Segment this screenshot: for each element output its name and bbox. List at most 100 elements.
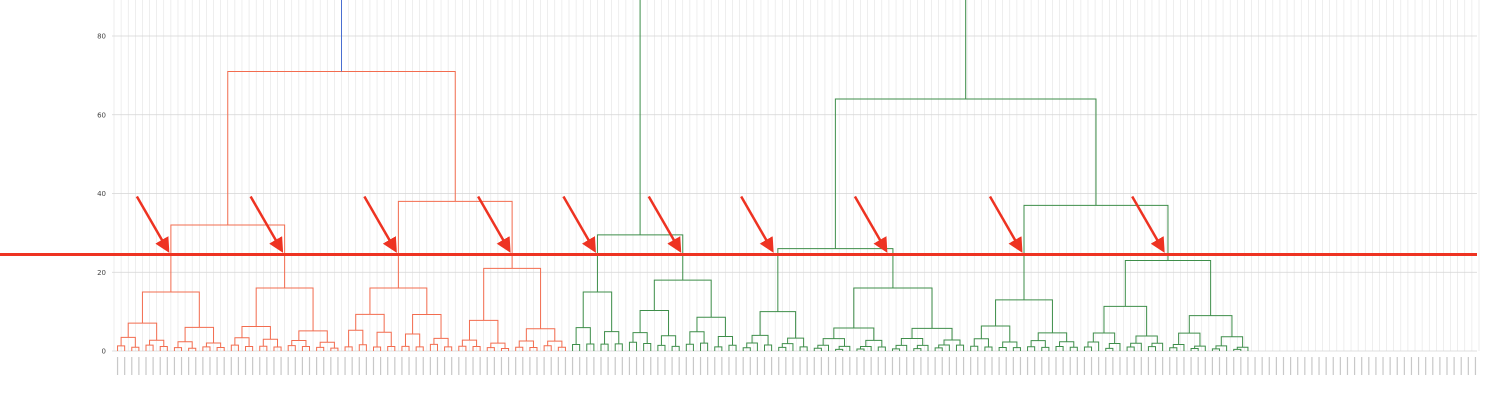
leaf-label-mark xyxy=(728,357,730,375)
leaf-label-mark xyxy=(479,357,481,375)
arrow-annotation xyxy=(363,195,397,253)
leaf-label-mark xyxy=(1311,357,1313,375)
y-tick-label: 20 xyxy=(97,269,106,277)
leaf-label-mark xyxy=(842,357,844,375)
leaf-label-mark xyxy=(906,357,908,375)
leaf-label-mark xyxy=(131,357,133,375)
dendrogram-link xyxy=(1169,347,1178,351)
leaf-label-mark xyxy=(138,357,140,375)
dendrogram-link xyxy=(483,267,542,329)
leaf-label-mark xyxy=(1090,357,1093,375)
leaf-label-mark xyxy=(1474,357,1477,375)
leaf-label-mark xyxy=(1240,357,1242,375)
leaf-label-mark xyxy=(1062,357,1064,375)
dendrogram-link xyxy=(838,345,851,351)
dendrogram-link xyxy=(943,339,961,346)
leaf-label-mark xyxy=(1403,357,1405,375)
dendrogram-link xyxy=(500,347,510,351)
leaf-label-mark xyxy=(1119,357,1121,375)
leaf-label-mark xyxy=(507,357,510,375)
leaf-label-mark xyxy=(721,357,723,375)
leaf-label-mark xyxy=(209,357,211,375)
leaf-label-mark xyxy=(756,357,758,375)
dendrogram-link xyxy=(291,340,307,347)
leaf-label-mark xyxy=(1346,357,1349,375)
dendrogram-link xyxy=(117,345,126,351)
leaf-label-mark xyxy=(287,357,289,375)
leaf-label-mark xyxy=(941,357,943,375)
dendrogram-link xyxy=(1108,343,1121,351)
leaf-label-mark xyxy=(365,357,367,375)
dendrogram-link xyxy=(995,299,1053,333)
leaf-label-mark xyxy=(571,357,574,375)
leaf-label-mark xyxy=(1332,357,1334,375)
leaf-label-mark xyxy=(1247,357,1249,375)
dendrogram-link xyxy=(1194,345,1206,351)
leaf-label-mark xyxy=(1460,357,1462,375)
dendrogram-link xyxy=(628,341,638,351)
leaf-label-mark xyxy=(472,357,474,375)
leaf-label-mark xyxy=(294,357,296,375)
leaf-label-mark xyxy=(977,357,979,375)
y-axis: 0 20 40 60 80 xyxy=(97,33,106,356)
leaf-label-mark xyxy=(827,357,830,375)
leaf-label-mark xyxy=(259,357,261,375)
leaf-label-mark xyxy=(330,357,332,375)
dendrogram-link xyxy=(159,345,168,351)
leaf-label-mark xyxy=(806,357,808,375)
leaf-label-mark xyxy=(778,357,780,375)
leaf-label-mark xyxy=(1105,357,1107,375)
leaf-label-mark xyxy=(1183,357,1185,375)
y-tick-label: 60 xyxy=(97,111,106,119)
leaf-label-mark xyxy=(486,357,488,375)
leaf-label-mark xyxy=(671,357,673,375)
dendrogram-link xyxy=(1087,341,1100,351)
dendrogram-link xyxy=(486,347,495,351)
dendrogram-link xyxy=(177,341,193,349)
leaf-label-mark xyxy=(1034,357,1036,375)
dendrogram-link xyxy=(660,335,677,347)
leaf-label-mark xyxy=(237,357,240,375)
dendrogram-link xyxy=(444,346,453,351)
leaf-label-mark xyxy=(1218,357,1221,375)
dendrogram-link xyxy=(184,326,215,343)
leaf-label-mark xyxy=(230,357,232,375)
arrow-annotation xyxy=(853,195,888,253)
dendrogram-link xyxy=(1135,335,1158,344)
leaf-label-mark xyxy=(1083,357,1086,375)
leaf-label-mark xyxy=(1026,357,1029,375)
leaf-label-mark xyxy=(252,357,254,375)
leaf-label-mark xyxy=(884,357,886,375)
leaf-label-mark xyxy=(927,357,929,375)
leaf-label-mark xyxy=(422,357,424,375)
dendrogram-link xyxy=(127,322,158,341)
arrow-annotation xyxy=(647,195,682,253)
dendrogram-link xyxy=(787,337,805,347)
dendrogram-link xyxy=(241,326,271,340)
leaf-label-mark xyxy=(579,357,581,375)
leaf-label-mark xyxy=(1396,357,1398,375)
dendrogram-link xyxy=(751,334,769,346)
leaf-label-mark xyxy=(244,357,247,375)
leaf-label-mark xyxy=(1005,357,1007,375)
dendrogram-link xyxy=(1030,340,1046,348)
leaf-label-mark xyxy=(685,357,687,375)
leaf-label-mark xyxy=(557,357,559,375)
leaf-label-mark xyxy=(621,357,623,375)
dendrogram-link xyxy=(696,316,726,337)
dendrogram-link xyxy=(685,343,694,351)
leaf-label-mark xyxy=(1154,357,1157,375)
dendrogram-link xyxy=(764,344,773,351)
leaf-label-mark xyxy=(308,357,311,375)
leaf-label-mark xyxy=(891,357,894,375)
dendrogram-links xyxy=(117,0,1249,351)
dendrogram-link xyxy=(429,343,438,351)
leaf-label-mark xyxy=(1140,357,1142,375)
leaf-label-mark xyxy=(1375,357,1377,375)
leaf-label-mark xyxy=(1446,357,1448,375)
leaf-label-mark xyxy=(1147,357,1150,375)
leaf-label-mark xyxy=(792,357,794,375)
leaf-label-mark xyxy=(1453,357,1455,375)
dendrogram-link xyxy=(173,347,183,351)
leaf-label-mark xyxy=(1304,357,1306,375)
